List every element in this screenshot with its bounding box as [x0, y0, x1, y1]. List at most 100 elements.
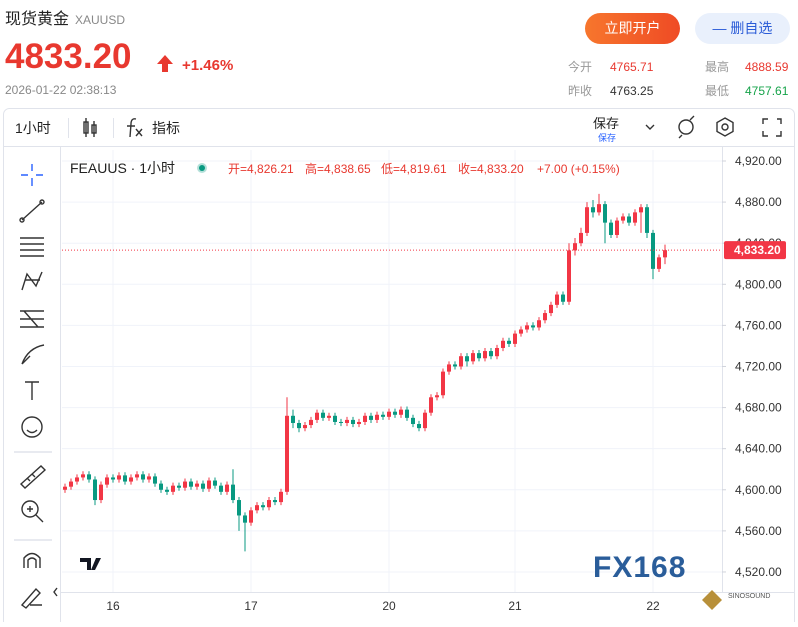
candle-body	[315, 412, 319, 420]
stat-label: 最低	[705, 84, 729, 98]
candle-body	[219, 485, 223, 492]
candle-body	[627, 216, 631, 223]
candle-body	[231, 484, 235, 501]
candle-body	[417, 424, 421, 429]
open-account-button[interactable]	[585, 13, 680, 44]
candle-body	[63, 486, 67, 490]
candle-body	[153, 476, 157, 484]
candle-body	[369, 415, 373, 420]
candle-body	[225, 484, 229, 492]
candle-body	[531, 325, 535, 328]
candle-body	[381, 414, 385, 417]
chevron[interactable]	[645, 124, 655, 130]
candle-body	[255, 505, 259, 511]
candle-body	[189, 481, 193, 487]
candle-body	[93, 479, 97, 501]
watermark-logo	[702, 590, 722, 610]
candle-body	[291, 415, 295, 423]
candle-body	[465, 356, 469, 362]
candle-body	[411, 417, 415, 425]
remove-watch-label[interactable]: — 删自选	[713, 20, 773, 36]
settings-icon[interactable]	[716, 117, 734, 137]
candle-body	[87, 474, 91, 480]
change-pct: +1.46%	[182, 57, 233, 74]
save[interactable]: 保存	[593, 116, 619, 131]
candle-body	[567, 250, 571, 302]
candle-body	[435, 395, 439, 398]
candle-body	[141, 474, 145, 480]
candle-body	[309, 419, 313, 426]
candle-body	[543, 313, 547, 321]
indicators[interactable]: 指标	[152, 120, 180, 136]
candle-body	[603, 204, 607, 223]
collapse-toggle[interactable]	[53, 587, 58, 597]
candle-body	[195, 483, 199, 487]
settings-icon-core	[721, 123, 729, 131]
fx-icon[interactable]	[127, 118, 143, 138]
candle-body	[303, 425, 307, 429]
open-account-label[interactable]: 立即开户	[605, 20, 661, 36]
candle-body	[573, 243, 577, 251]
candle-body	[279, 491, 283, 503]
candle-body	[591, 207, 595, 213]
y-tick-label: 4,880.00	[735, 195, 782, 209]
plot-area: 4,920.004,880.004,840.004,800.004,760.00…	[62, 150, 786, 613]
candle-body	[651, 232, 655, 269]
x-tick-label: 20	[382, 599, 396, 613]
candle-body	[201, 483, 205, 489]
alert-icon[interactable]	[678, 115, 695, 139]
candle-type-icon[interactable]	[83, 118, 97, 137]
stat-value: 4888.59	[745, 60, 789, 74]
candle-body	[537, 320, 541, 328]
price: 4833.20	[5, 37, 132, 76]
candle-body	[165, 489, 169, 492]
save-sub: 保存	[598, 132, 616, 143]
y-tick-label: 4,680.00	[735, 401, 782, 415]
y-tick-label: 4,560.00	[735, 524, 782, 538]
tv-logo	[80, 558, 101, 570]
candle-body	[285, 415, 289, 492]
fullscreen-icon[interactable]	[762, 118, 782, 137]
candle-body	[501, 340, 505, 348]
ohlc-legend: +7.00 (+0.15%)	[537, 162, 620, 176]
candle-body	[579, 232, 583, 244]
candle-body	[441, 371, 445, 396]
ohlc-legend: 高=4,838.65	[305, 161, 371, 176]
candle-body	[147, 476, 151, 480]
candle-body	[249, 510, 253, 523]
candle-body	[375, 414, 379, 420]
candle-body	[609, 222, 613, 235]
candle-body	[561, 294, 565, 302]
candle-body	[459, 356, 463, 367]
candle-body	[69, 481, 73, 487]
y-tick-label: 4,600.00	[735, 483, 782, 497]
price-label-bg	[724, 241, 786, 260]
candle-body	[159, 483, 163, 490]
candle-body	[243, 515, 247, 523]
candle-body	[489, 351, 493, 357]
candle-body	[657, 257, 661, 269]
watermark: FX168	[593, 551, 686, 584]
stat-label: 最高	[705, 59, 729, 74]
interval[interactable]: 1小时	[15, 120, 51, 136]
legend-title: FEAUUS · 1小时	[70, 160, 175, 176]
candle-body	[423, 412, 427, 429]
y-tick-label: 4,520.00	[735, 565, 782, 579]
candle-body	[345, 419, 349, 423]
candle-body	[357, 421, 361, 425]
candle-body	[495, 347, 499, 357]
candle-body	[405, 409, 409, 418]
candle-body	[633, 212, 637, 223]
candle-body	[261, 505, 265, 508]
candle-body	[99, 484, 103, 501]
remove-watch-button[interactable]	[695, 13, 790, 44]
stat-label: 今开	[568, 59, 592, 74]
candle-body	[621, 216, 625, 221]
candle-body	[117, 475, 121, 480]
candle-body	[297, 422, 301, 429]
drawing-tools[interactable]	[14, 164, 52, 609]
candle-body	[273, 500, 277, 503]
candle-body	[663, 250, 667, 258]
y-tick-label: 4,720.00	[735, 359, 782, 373]
